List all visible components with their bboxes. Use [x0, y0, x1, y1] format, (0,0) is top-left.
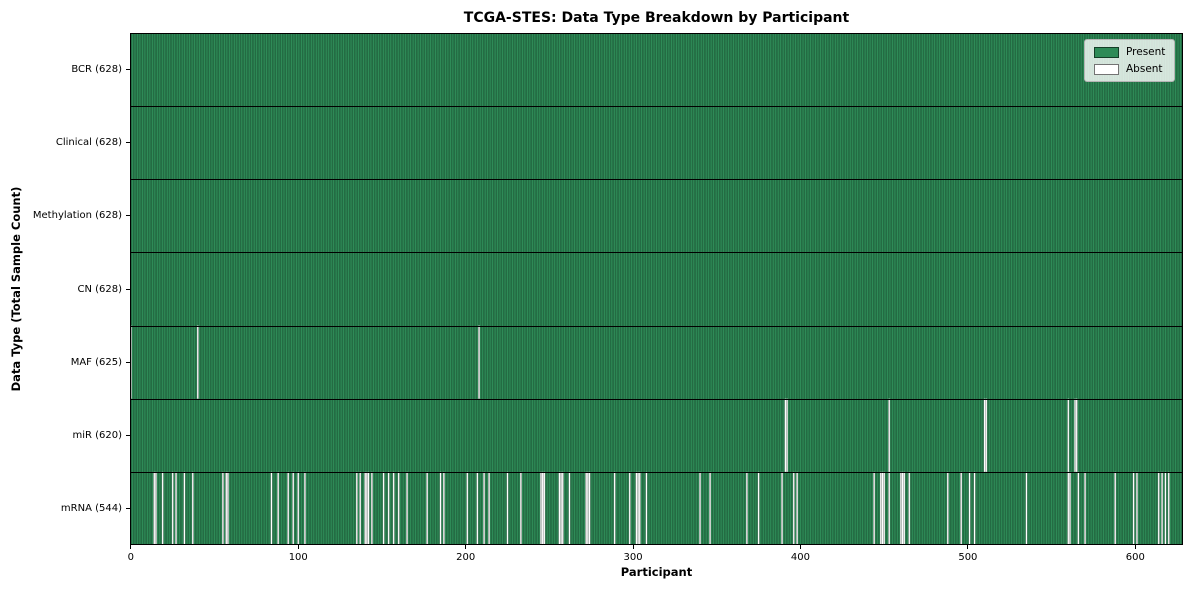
legend-swatch-present-icon [1094, 46, 1119, 58]
x-tick-mark [967, 545, 969, 549]
chart-title: TCGA-STES: Data Type Breakdown by Partic… [463, 10, 850, 26]
y-tick-mark [126, 215, 130, 217]
x-tick-mark [465, 545, 467, 549]
x-tick-mark [297, 545, 299, 549]
x-tick-mark [130, 545, 132, 549]
y-tick-mark [126, 361, 130, 363]
y-tick-label-clinical: Clinical (628) [55, 137, 122, 149]
y-tick-label-methylation: Methylation (628) [32, 210, 122, 222]
x-tick-label: 400 [790, 552, 811, 563]
x-axis-label: Participant [620, 565, 693, 579]
legend-item-absent: Absent [1094, 63, 1165, 75]
y-tick-label-cn: CN (628) [77, 283, 122, 295]
legend: Present Absent [1084, 39, 1176, 82]
legend-swatch-absent-icon [1094, 63, 1119, 75]
x-tick-mark [632, 545, 634, 549]
x-tick-label: 600 [1125, 552, 1145, 563]
x-tick-mark [1134, 545, 1136, 549]
y-tick-mark [126, 434, 130, 436]
y-tick-mark [126, 507, 130, 509]
x-tick-mark [799, 545, 801, 549]
y-tick-label-maf: MAF (625) [70, 356, 122, 368]
chart-canvas [130, 33, 1183, 545]
y-tick-label-mir: miR (620) [72, 429, 122, 441]
y-tick-label-bcr: BCR (628) [71, 64, 122, 76]
y-tick-mark [126, 142, 130, 144]
legend-label-absent: Absent [1126, 63, 1163, 75]
y-tick-mark [126, 288, 130, 290]
legend-item-present: Present [1094, 46, 1165, 58]
y-tick-mark [126, 69, 130, 71]
x-tick-label: 200 [456, 552, 476, 563]
x-tick-label: 500 [958, 552, 978, 563]
x-tick-label: 100 [288, 552, 308, 563]
x-tick-label: 0 [127, 552, 135, 563]
legend-label-present: Present [1126, 46, 1166, 58]
y-tick-label-mrna: mRNA (544) [60, 502, 122, 514]
x-tick-label: 300 [623, 552, 643, 563]
